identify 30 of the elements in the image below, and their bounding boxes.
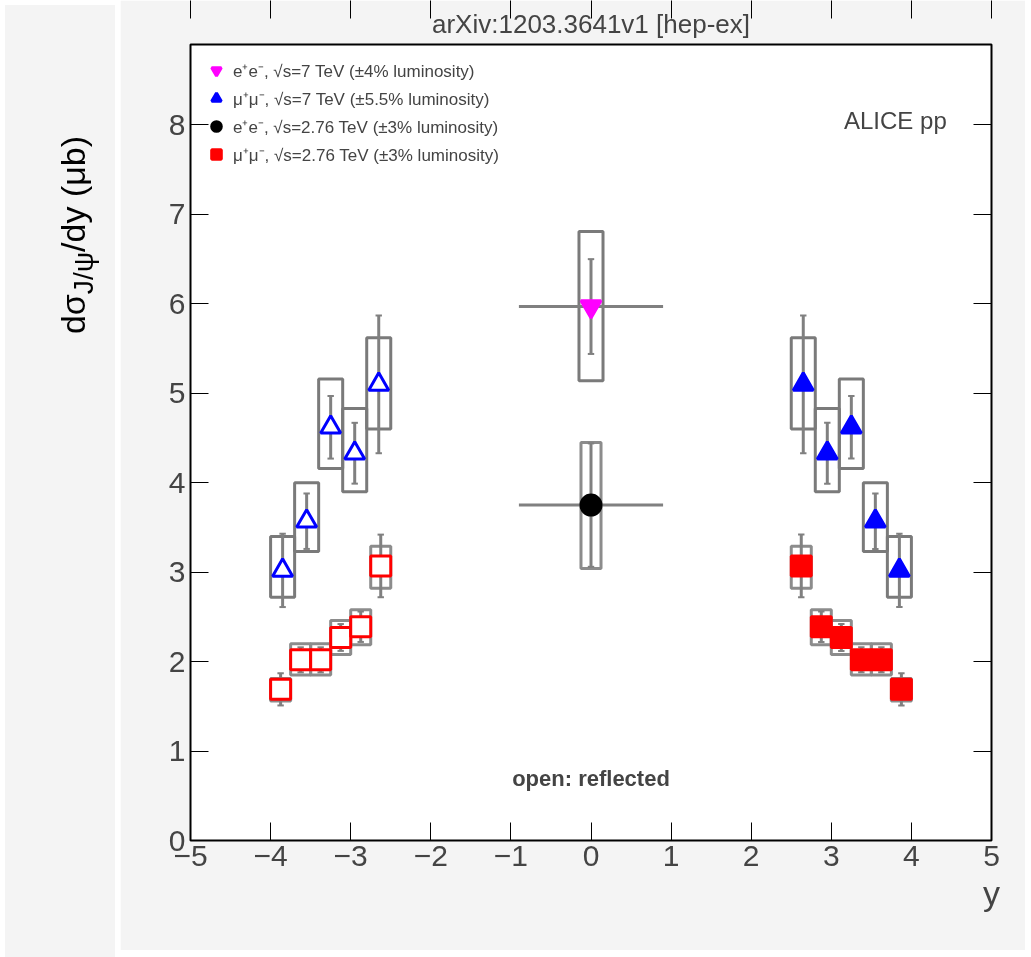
y-tick-label: 6 bbox=[168, 286, 186, 320]
x-tick-label: −4 bbox=[253, 838, 288, 872]
y-tick-label: 4 bbox=[168, 465, 186, 499]
x-tick-label: 3 bbox=[822, 838, 840, 872]
y-tick-label: 2 bbox=[168, 644, 186, 678]
x-tick-label: 4 bbox=[903, 838, 920, 872]
x-tick-label: −1 bbox=[493, 838, 529, 872]
legend-label: μ⁺μ⁻, √s=7 TeV (±5.5% luminosity) bbox=[233, 88, 490, 110]
bar bbox=[349, 608, 373, 647]
legend-label: μ⁺μ⁻, √s=2.76 TeV (±3% luminosity) bbox=[233, 144, 499, 166]
y-tick-label: 3 bbox=[168, 555, 186, 589]
x-tick-label: 5 bbox=[983, 838, 1000, 872]
bar bbox=[809, 608, 833, 647]
x-tick-label: −2 bbox=[413, 838, 448, 872]
x-tick-label: −3 bbox=[333, 838, 368, 872]
x-axis-title: y bbox=[983, 873, 1000, 912]
bar bbox=[829, 618, 853, 656]
legend-label: e⁺e⁻, √s=2.76 TeV (±3% luminosity) bbox=[233, 116, 499, 138]
x-tick-label: 1 bbox=[662, 838, 680, 872]
y-tick-label: 1 bbox=[168, 734, 186, 768]
bar bbox=[329, 618, 353, 656]
y-tick-label: 8 bbox=[168, 107, 186, 141]
legend-label: e⁺e⁻, √s=7 TeV (±4% luminosity) bbox=[233, 60, 475, 82]
annotation: open: reflected bbox=[512, 766, 670, 792]
x-tick-label: 0 bbox=[582, 838, 600, 872]
chart-title: arXiv:1203.3641v1 [hep-ex] bbox=[432, 8, 750, 39]
annotation: ALICE pp bbox=[844, 106, 947, 134]
x-tick-label: 2 bbox=[742, 838, 760, 872]
y-tick-label: 7 bbox=[168, 197, 186, 231]
y-tick-label: 5 bbox=[168, 376, 186, 410]
